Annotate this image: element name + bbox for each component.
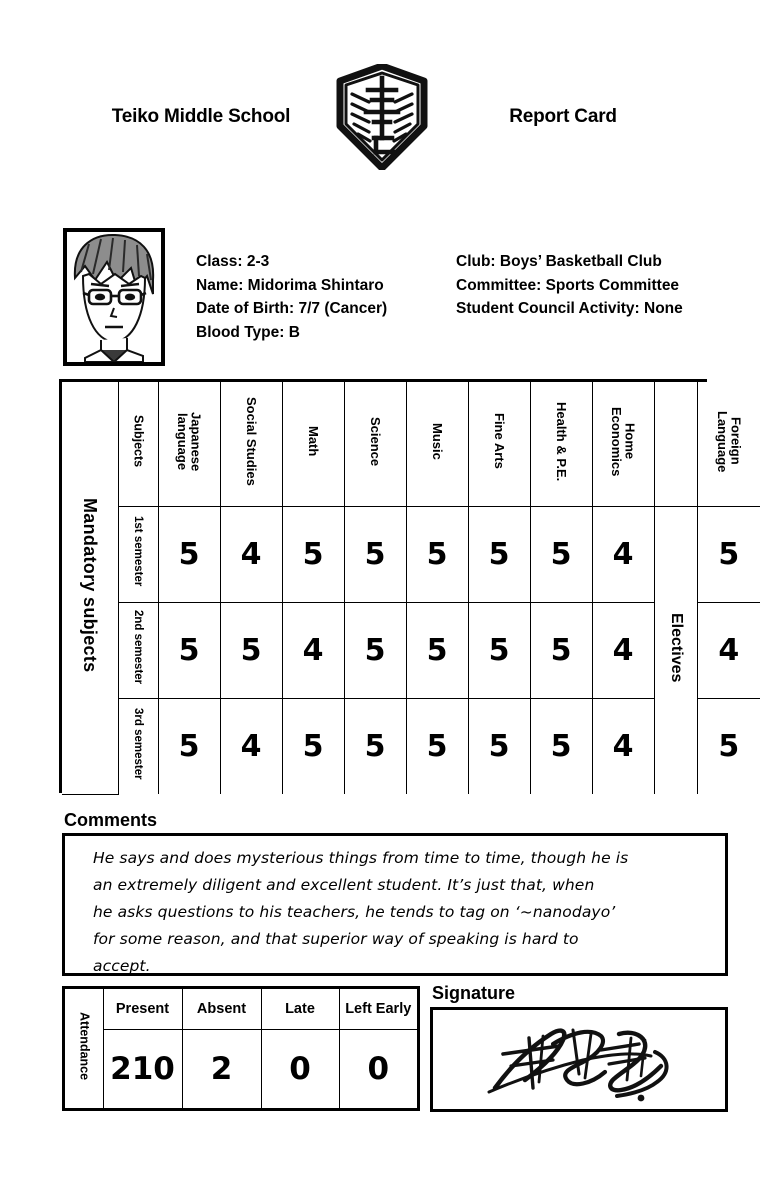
grade-cell: 4 <box>591 505 655 603</box>
grade-cell: 5 <box>467 505 531 603</box>
student-blood-type: Blood Type: B <box>196 323 300 341</box>
comments-label: Comments <box>64 810 158 830</box>
grade-cell: 4 <box>219 697 283 794</box>
student-info-band: Class: 2-3 Name: Midorima Shintaro Date … <box>63 228 723 368</box>
subject-header-fine-arts: Fine Arts <box>467 382 531 507</box>
attendance-header-present: Present <box>102 989 183 1030</box>
comments-box: He says and does mysterious things from … <box>62 833 728 976</box>
subject-header-social-studies: Social Studies <box>219 382 283 507</box>
grade-cell: 5 <box>529 505 593 603</box>
grade-cell: 4 <box>219 505 283 603</box>
subject-header-foreign-language: Foreign Language <box>696 382 760 507</box>
subject-header-home-economics: Home Economics <box>591 382 655 507</box>
student-name: Name: Midorima Shintaro <box>196 276 384 294</box>
grade-cell: 5 <box>157 697 221 794</box>
attendance-header-absent: Absent <box>181 989 262 1030</box>
student-info-left: Class: 2-3 Name: Midorima Shintaro Date … <box>196 250 387 344</box>
grade-cell: 4 <box>696 601 760 699</box>
subject-header-music: Music <box>405 382 469 507</box>
student-committee: Committee: Sports Committee <box>456 276 680 294</box>
table-row: 2nd semester 5 5 4 5 5 5 5 4 4 <box>62 601 760 699</box>
table-row: 3rd semester 5 4 5 5 5 5 5 4 5 <box>62 697 760 794</box>
grade-cell: 5 <box>405 505 469 603</box>
comments-text: He says and does mysterious things from … <box>93 849 629 975</box>
grade-cell: 4 <box>281 601 345 699</box>
grade-cell: 5 <box>281 505 345 603</box>
grade-cell: 5 <box>467 697 531 794</box>
student-club: Club: Boys’ Basketball Club <box>456 253 662 270</box>
row-label-1st-semester: 1st semester <box>117 505 159 603</box>
table-row: 1st semester 5 4 5 5 5 5 5 4 Electives 5 <box>62 505 760 794</box>
grade-cell: 4 <box>591 697 655 794</box>
document-title: Report Card <box>509 106 617 127</box>
attendance-header-late: Late <box>260 989 340 1030</box>
signature-box <box>430 1007 728 1112</box>
attendance-value-left-early: 0 <box>338 1028 417 1108</box>
grade-cell: 5 <box>405 601 469 699</box>
grade-cell: 4 <box>591 601 655 699</box>
grade-cell: 5 <box>467 601 531 699</box>
attendance-value-absent: 2 <box>181 1028 262 1108</box>
teiko-school-emblem-icon <box>336 64 428 170</box>
signature-label: Signature <box>432 983 516 1003</box>
row-label-3rd-semester: 3rd semester <box>117 697 159 794</box>
subject-header-japanese-language: Japanese language <box>157 382 221 507</box>
student-council-activity: Student Council Activity: None <box>456 300 683 317</box>
attendance-table: Attendance Present Absent Late Left Earl… <box>62 986 420 1111</box>
subject-header-science: Science <box>343 382 407 507</box>
electives-header-spacer <box>653 382 698 507</box>
student-info-right: Club: Boys’ Basketball Club Committee: S… <box>456 250 683 321</box>
grade-cell: 5 <box>157 601 221 699</box>
grade-cell: 5 <box>281 697 345 794</box>
grades-table: Mandatory subjects Subjects Japanese lan… <box>59 379 760 795</box>
grade-cell: 5 <box>219 601 283 699</box>
subject-header-health-pe: Health & P.E. <box>529 382 593 507</box>
grade-cell: 5 <box>343 505 407 603</box>
grade-cell: 5 <box>343 697 407 794</box>
grade-cell: 5 <box>529 601 593 699</box>
row-label-2nd-semester: 2nd semester <box>117 601 159 699</box>
subjects-header: Subjects <box>117 382 159 507</box>
report-header: Teiko Middle School <box>0 62 764 172</box>
handwritten-signature-icon <box>487 1028 669 1102</box>
attendance-value-present: 210 <box>102 1028 183 1108</box>
mandatory-subjects-label: Mandatory subjects <box>62 382 119 795</box>
grade-cell: 5 <box>696 505 760 603</box>
student-class: Class: 2-3 <box>196 253 270 270</box>
grade-cell: 5 <box>343 601 407 699</box>
attendance-value-late: 0 <box>260 1028 340 1108</box>
student-dob: Date of Birth: 7/7 (Cancer) <box>196 300 388 317</box>
grade-cell: 5 <box>696 697 760 794</box>
grade-cell: 5 <box>529 697 593 794</box>
attendance-header-left-early: Left Early <box>338 989 417 1030</box>
student-portrait <box>63 228 165 366</box>
grade-cell: 5 <box>157 505 221 603</box>
electives-label: Electives <box>653 505 698 794</box>
attendance-label: Attendance <box>65 989 104 1108</box>
grade-cell: 5 <box>405 697 469 794</box>
school-name: Teiko Middle School <box>111 106 291 127</box>
table-row: 210 2 0 0 <box>65 1028 417 1108</box>
subject-header-math: Math <box>281 382 345 507</box>
